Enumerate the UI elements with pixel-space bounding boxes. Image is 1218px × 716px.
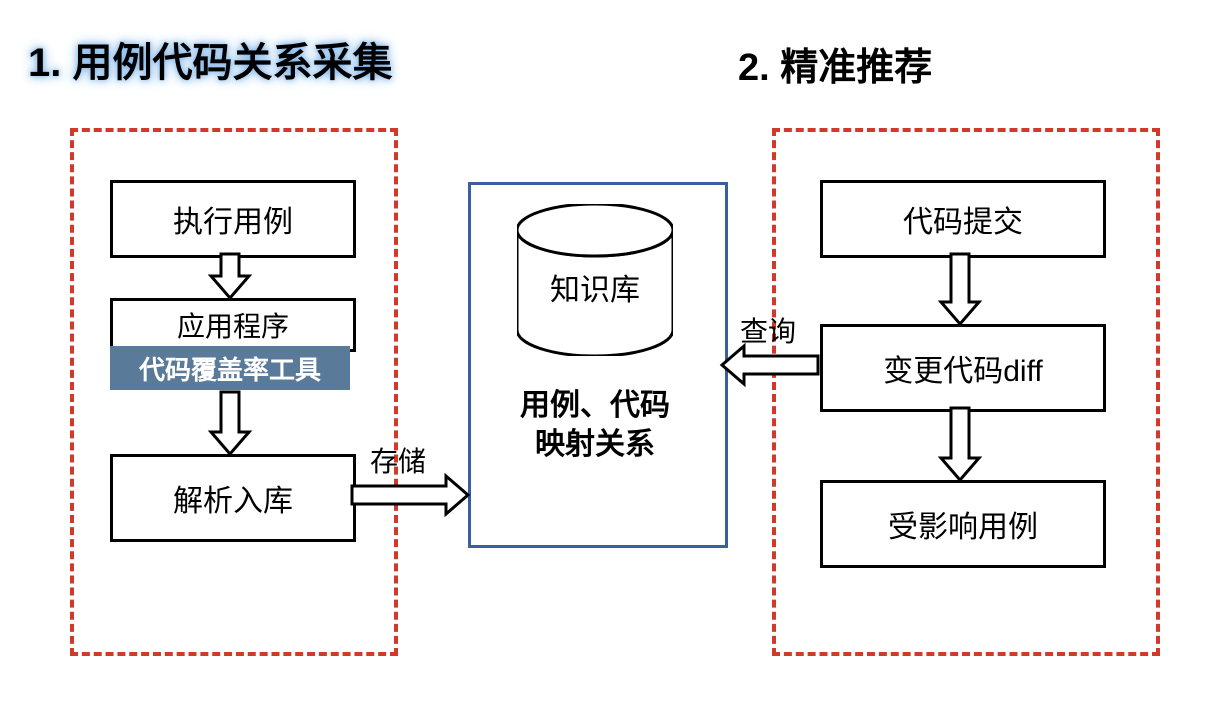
arrow-label-store: 存储 bbox=[370, 440, 426, 480]
node-code-diff: 变更代码diff bbox=[820, 324, 1106, 412]
section-title-left: 1. 用例代码关系采集 bbox=[28, 30, 392, 88]
knowledge-base-label: 知识库 bbox=[517, 265, 673, 309]
title-right-text: 2. 精准推荐 bbox=[738, 47, 932, 89]
node-execute-case: 执行用例 bbox=[110, 180, 356, 258]
node-parse-store: 解析入库 bbox=[110, 454, 356, 542]
node-code-commit: 代码提交 bbox=[820, 180, 1106, 258]
node-coverage-tool: 代码覆盖率工具 bbox=[110, 346, 350, 390]
arrow-exec-to-app bbox=[208, 252, 252, 302]
arrow-coverage-to-parse bbox=[208, 390, 252, 458]
title-left-text: 1. 用例代码关系采集 bbox=[28, 41, 392, 85]
node-affected-cases: 受影响用例 bbox=[820, 480, 1106, 568]
node-application: 应用程序 bbox=[110, 298, 356, 352]
arrow-label-query: 查询 bbox=[740, 310, 796, 350]
knowledge-base-caption: 用例、代码 映射关系 bbox=[495, 386, 695, 464]
arrow-diff-to-affected bbox=[938, 406, 982, 484]
arrow-commit-to-diff bbox=[938, 252, 982, 328]
knowledge-base-cylinder: 知识库 bbox=[517, 204, 673, 356]
section-title-right: 2. 精准推荐 bbox=[738, 36, 932, 91]
